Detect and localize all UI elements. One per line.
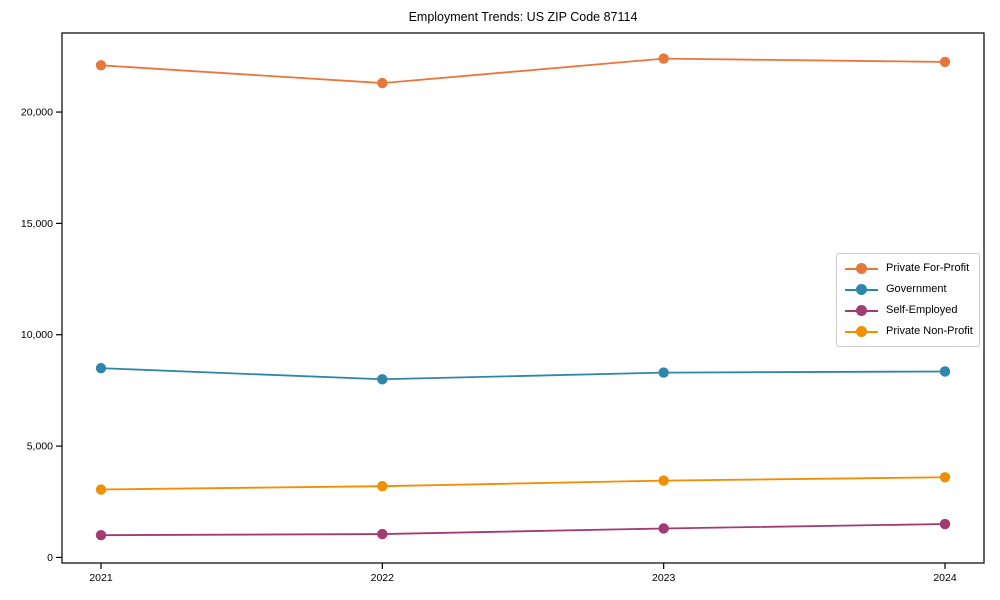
series-line-government — [100, 367, 946, 381]
legend-label: Private For-Profit — [886, 262, 970, 274]
legend-item-government: Government — [845, 282, 971, 297]
series-line-private-for-profit — [100, 57, 946, 85]
data-point — [658, 367, 669, 378]
legend-label: Self-Employed — [886, 304, 958, 316]
y-tick-label: 0 — [47, 552, 53, 564]
legend-item-private-for-profit: Private For-Profit — [845, 261, 971, 276]
data-point — [658, 475, 669, 486]
y-tick-label: 15,000 — [21, 218, 53, 230]
series-line-private-non-profit — [100, 476, 946, 491]
x-tick-label: 2023 — [652, 572, 676, 584]
legend-marker-icon — [845, 263, 878, 274]
legend-marker-icon — [845, 326, 878, 337]
legend-label: Government — [886, 283, 947, 295]
x-tick-label: 2021 — [89, 572, 113, 584]
data-point — [939, 366, 951, 377]
legend-item-private-non-profit: Private Non-Profit — [845, 324, 973, 339]
x-tick-label: 2022 — [371, 572, 395, 584]
data-point — [95, 529, 107, 541]
data-point — [95, 362, 107, 374]
data-point — [377, 528, 388, 540]
data-point — [377, 77, 388, 89]
legend-item-self-employed: Self-Employed — [845, 303, 971, 318]
data-point — [377, 480, 388, 492]
legend-marker-icon — [845, 284, 878, 295]
x-tick-label: 2024 — [933, 572, 957, 584]
data-point — [658, 53, 669, 64]
y-tick-label: 20,000 — [21, 107, 53, 119]
data-point — [939, 472, 951, 483]
data-point — [377, 374, 388, 385]
data-point — [658, 523, 669, 534]
y-tick-label: 10,000 — [21, 329, 53, 341]
data-point — [939, 56, 951, 68]
data-point — [95, 60, 107, 71]
chart-title: Employment Trends: US ZIP Code 87114 — [408, 10, 638, 24]
series-line-self-employed — [100, 523, 946, 537]
legend-marker-icon — [845, 305, 878, 316]
legend-label: Private Non-Profit — [886, 325, 973, 337]
data-point — [95, 484, 107, 495]
legend: Private For-Profit Government Self-Emplo… — [836, 253, 980, 347]
plot-frame — [61, 32, 985, 564]
data-point — [939, 518, 951, 530]
y-tick-label: 5,000 — [27, 441, 53, 453]
